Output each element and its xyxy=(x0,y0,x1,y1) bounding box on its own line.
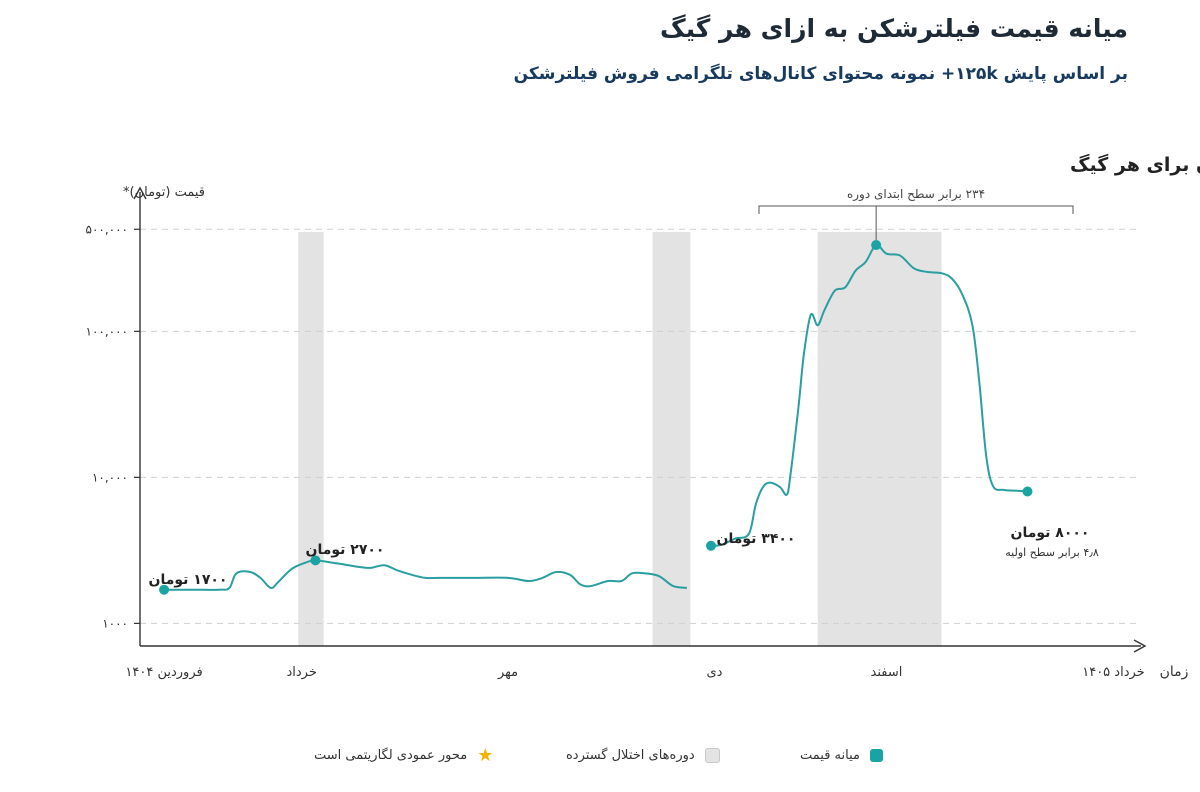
annotation-end: ۸۰۰۰ تومان xyxy=(1011,525,1090,541)
legend-label-disruption: دوره‌های اختلال گسترده xyxy=(566,748,695,763)
chart-title: میانه قیمت فیلترشکن به ازای هر گیگ xyxy=(659,14,1128,43)
peak-title: اوج: ۳۹۰ هزار تومان برای هر گیگ xyxy=(1070,153,1200,176)
disruption-band-2 xyxy=(817,232,942,646)
star-icon: ★ xyxy=(477,745,494,766)
series-line-segment-1 xyxy=(710,243,1028,547)
legend: میانه قیمت دوره‌های اختلال گسترده ★ محور… xyxy=(0,742,1200,772)
highlight-points xyxy=(159,240,1033,595)
peak-callout: اوج: ۳۹۰ هزار تومان برای هر گیگ ۲۳۴ براب… xyxy=(758,153,1200,241)
y-tick-label-1: ۱۰,۰۰۰ xyxy=(92,470,128,484)
series-median-price xyxy=(164,243,1028,591)
chart-subtitle: بر اساس پایش ۱۲۵k+ نمونه محتوای کانال‌ها… xyxy=(513,64,1128,84)
annotation-start: ۱۷۰۰ تومان xyxy=(149,572,228,588)
disruption-bands xyxy=(298,232,942,646)
x-axis-arrow xyxy=(1133,639,1147,653)
legend-item-disruption: دوره‌های اختلال گسترده xyxy=(566,748,720,763)
x-axis-label: زمان xyxy=(1160,664,1189,680)
gridlines xyxy=(134,228,1141,624)
peak-subtitle: ۲۳۴ برابر سطح ابتدای دوره xyxy=(847,187,985,202)
x-tick-labels: فروردین ۱۴۰۴ خرداد مهر دی اسفند خرداد ۱۴۰۵ xyxy=(125,665,1144,680)
series-line-segment-0 xyxy=(164,559,688,591)
legend-item-log-axis: ★ محور عمودی لگاریتمی است xyxy=(314,745,494,766)
x-tick-label-3: دی xyxy=(706,665,722,680)
y-tick-labels: ۱۰۰۰ ۱۰,۰۰۰ ۱۰۰,۰۰۰ ۵۰۰,۰۰۰ xyxy=(86,222,129,630)
x-tick-label-1: خرداد xyxy=(286,665,316,680)
gray-square-icon xyxy=(704,748,720,763)
legend-label-median-price: میانه قیمت xyxy=(800,748,860,763)
data-point-2 xyxy=(706,540,717,551)
annotation-esfand-start: ۳۴۰۰ تومان xyxy=(717,531,796,547)
data-point-4 xyxy=(1022,486,1033,497)
y-tick-label-3: ۵۰۰,۰۰۰ xyxy=(86,222,129,236)
data-point-1 xyxy=(310,555,321,566)
x-tick-label-5: خرداد ۱۴۰۵ xyxy=(1082,665,1144,680)
annotation-end-ratio: ۴٫۸ برابر سطح اولیه xyxy=(1005,546,1099,559)
peak-bracket xyxy=(758,205,1074,214)
data-point-3 xyxy=(871,240,882,251)
legend-item-median-price: میانه قیمت xyxy=(800,748,883,763)
disruption-band-0 xyxy=(298,232,324,646)
x-tick-label-4: اسفند xyxy=(871,665,903,680)
x-tick-label-2: مهر xyxy=(497,665,518,680)
data-point-0 xyxy=(159,584,170,595)
teal-square-icon xyxy=(870,749,883,762)
y-tick-label-0: ۱۰۰۰ xyxy=(102,616,128,630)
legend-label-log-axis: محور عمودی لگاریتمی است xyxy=(314,748,468,763)
y-axis-label: قیمت (تومان)* xyxy=(123,185,205,200)
x-tick-label-0: فروردین ۱۴۰۴ xyxy=(125,665,202,680)
y-axis-arrow xyxy=(133,186,147,200)
y-tick-label-2: ۱۰۰,۰۰۰ xyxy=(86,324,129,338)
disruption-band-1 xyxy=(652,232,691,646)
annotation-khordad: ۲۷۰۰ تومان xyxy=(306,542,385,558)
